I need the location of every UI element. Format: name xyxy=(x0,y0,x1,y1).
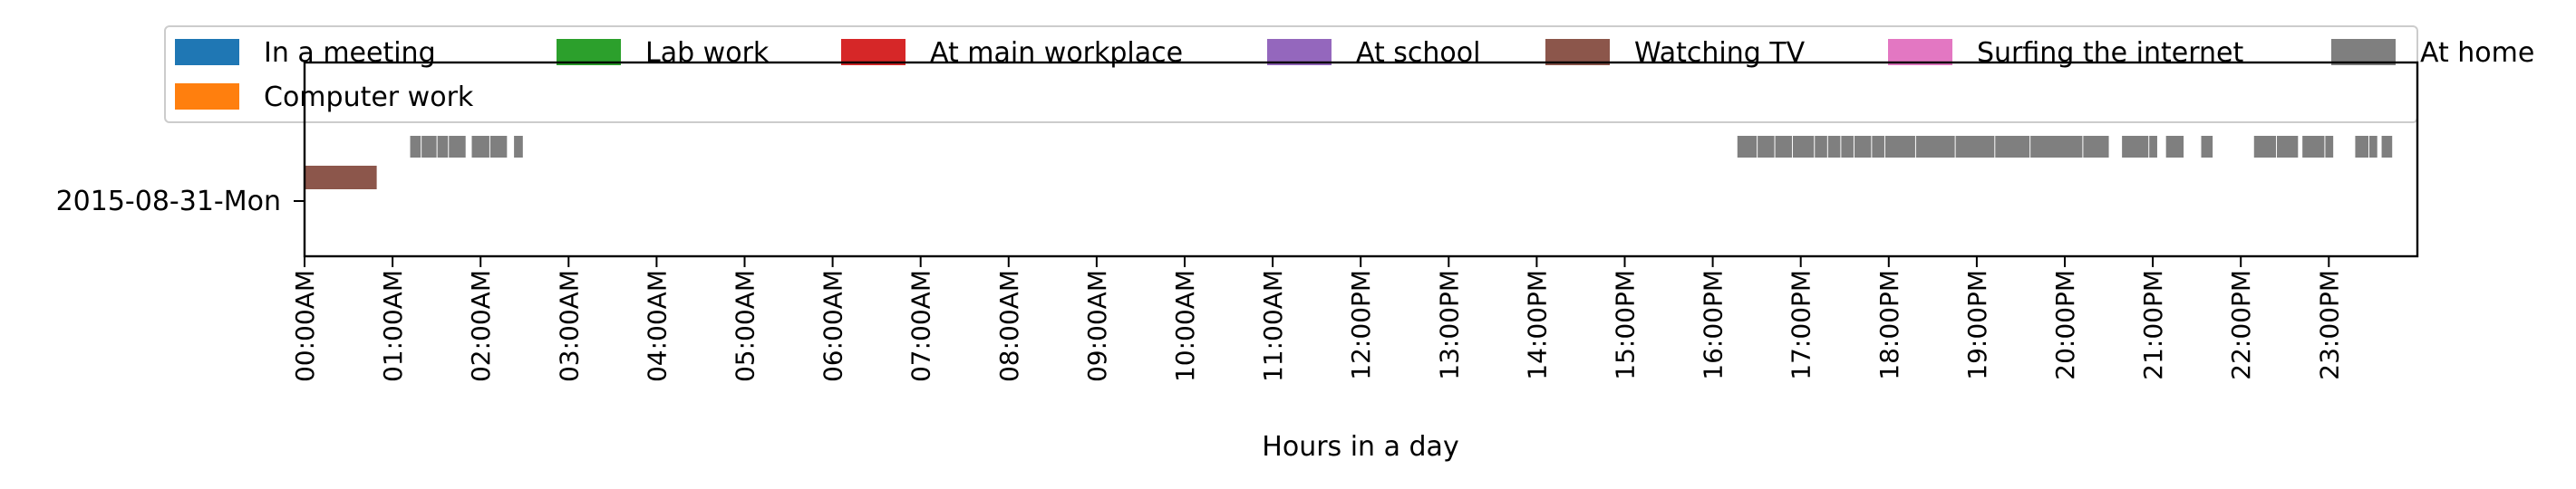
legend-swatch xyxy=(2331,39,2396,65)
x-tick-label: 02:00AM xyxy=(466,270,496,382)
legend-label: At school xyxy=(1356,37,1480,69)
activity-bar-at-home xyxy=(1827,136,1841,158)
activity-bar-at-home xyxy=(2368,136,2377,158)
x-tick-label: 18:00PM xyxy=(1874,270,1904,380)
x-tick-label: 09:00AM xyxy=(1082,270,1112,382)
activity-bar-at-home xyxy=(1955,136,1995,158)
activity-bar-at-home xyxy=(2302,136,2325,158)
x-tick-label: 12:00PM xyxy=(1346,270,1376,380)
x-axis-label: Hours in a day xyxy=(1262,431,1458,463)
x-tick-label: 05:00AM xyxy=(731,270,760,382)
activity-bar-at-home xyxy=(2325,136,2334,158)
x-tick-label: 14:00PM xyxy=(1522,270,1552,380)
x-tick-label: 21:00PM xyxy=(2138,270,2168,380)
x-tick-label: 03:00AM xyxy=(554,270,584,382)
legend-label: At home xyxy=(2420,37,2534,69)
legend-label: Watching TV xyxy=(1634,37,1806,69)
legend-label: In a meeting xyxy=(264,37,436,69)
legend-swatch xyxy=(1888,39,1952,65)
x-tick-label: 08:00AM xyxy=(994,270,1024,382)
activity-bar-at-home xyxy=(1854,136,1872,158)
y-axis: 2015-08-31-Mon xyxy=(56,186,305,217)
activity-bar-at-home xyxy=(1841,136,1854,158)
activity-bar-at-home xyxy=(410,136,421,158)
activity-bar-at-home xyxy=(437,136,449,158)
activity-bar-at-home xyxy=(471,136,489,158)
legend-label: Computer work xyxy=(264,82,474,113)
x-tick-label: 06:00AM xyxy=(818,270,848,382)
activity-bar-at-home xyxy=(1915,136,1955,158)
x-tick-label: 22:00PM xyxy=(2226,270,2256,380)
x-tick-label: 16:00PM xyxy=(1699,270,1729,380)
legend: In a meeting Lab work At main workplace At … xyxy=(164,25,2534,123)
x-tick-label: 19:00PM xyxy=(1962,270,1992,380)
activity-bar-at-home xyxy=(1815,136,1827,158)
y-tick-label: 2015-08-31-Mon xyxy=(56,186,281,217)
activity-bar-at-home xyxy=(514,136,523,158)
legend-swatch xyxy=(557,39,621,65)
x-tick-label: 17:00PM xyxy=(1787,270,1816,380)
activity-bar-at-home xyxy=(1775,136,1792,158)
activity-bar-at-home xyxy=(1995,136,2030,158)
activity-bar-watching-tv xyxy=(305,166,377,189)
activity-bar-at-home xyxy=(489,136,508,158)
x-tick-label: 04:00AM xyxy=(642,270,672,382)
x-axis: 00:00AM 01:00AM 02:00AM 03:00AM 04:00AM 05:00… xyxy=(290,256,2344,382)
x-tick-label: 01:00AM xyxy=(378,270,408,382)
x-tick-label: 15:00PM xyxy=(1611,270,1641,380)
activity-bar-at-home xyxy=(2355,136,2368,158)
activity-bar-at-home xyxy=(2381,136,2393,158)
activity-bar-at-home xyxy=(2149,136,2157,158)
x-tick-label: 23:00PM xyxy=(2314,270,2344,380)
x-tick-label: 10:00AM xyxy=(1170,270,1200,382)
x-tick-label: 07:00AM xyxy=(906,270,936,382)
x-tick-label: 00:00AM xyxy=(290,270,320,382)
legend-label: Lab work xyxy=(645,37,770,69)
activity-bar-at-home xyxy=(449,136,466,158)
activity-bar-at-home xyxy=(2277,136,2299,158)
activity-bar-at-home xyxy=(2122,136,2149,158)
x-tick-label: 20:00PM xyxy=(2050,270,2080,380)
legend-label: Surfing the internet xyxy=(1977,37,2243,69)
legend-swatch xyxy=(841,39,905,65)
legend-swatch xyxy=(175,39,239,65)
activity-bar-at-home xyxy=(1758,136,1775,158)
activity-bar-at-home xyxy=(1737,136,1758,158)
x-tick-label: 11:00AM xyxy=(1258,270,1288,382)
activity-bar-at-home xyxy=(2030,136,2083,158)
activity-bar-at-home xyxy=(2083,136,2109,158)
legend-swatch xyxy=(1267,39,1332,65)
activity-bar-at-home xyxy=(2201,136,2213,158)
activity-bar-at-home xyxy=(2253,136,2277,158)
legend-label: At main workplace xyxy=(930,37,1183,69)
activity-bar-at-home xyxy=(1872,136,1884,158)
activity-bar-at-home xyxy=(421,136,437,158)
x-tick-label: 13:00PM xyxy=(1434,270,1464,380)
activity-bar-at-home xyxy=(1792,136,1815,158)
legend-swatch xyxy=(1545,39,1610,65)
legend-swatch xyxy=(175,83,239,110)
activity-bar-at-home xyxy=(1884,136,1915,158)
activity-bar-at-home xyxy=(2165,136,2184,158)
